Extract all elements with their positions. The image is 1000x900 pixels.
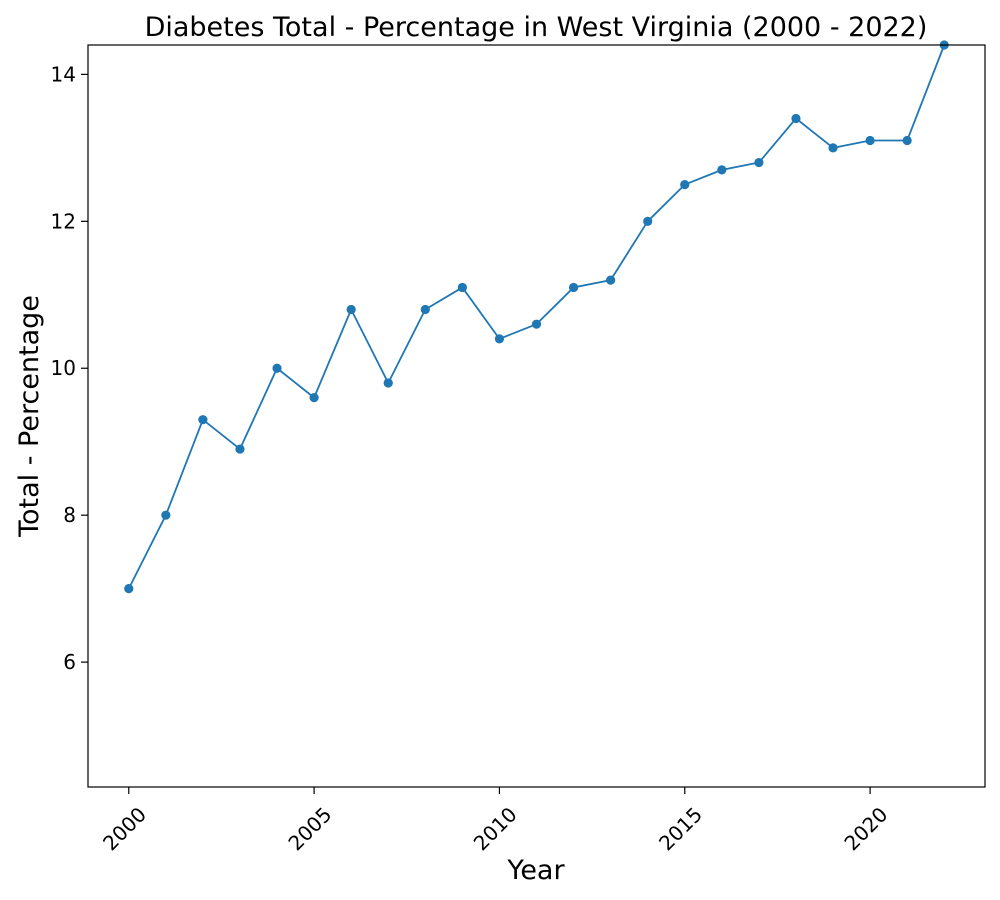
data-point (420, 304, 430, 315)
data-series (124, 40, 949, 594)
data-point (568, 282, 579, 293)
data-point (680, 179, 690, 190)
data-point (717, 165, 727, 175)
data-point (606, 275, 616, 285)
data-point (309, 393, 319, 403)
data-point (828, 143, 838, 153)
data-point (235, 444, 245, 454)
y-tick-label: 6 (63, 650, 76, 674)
data-point (754, 157, 764, 168)
data-point (124, 584, 134, 594)
data-point (272, 363, 282, 373)
x-axis-label: Year (506, 855, 565, 886)
data-point (346, 304, 356, 315)
data-point (902, 135, 912, 146)
y-axis-label: Total - Percentage (14, 295, 45, 538)
data-point (865, 135, 875, 146)
data-point (531, 319, 542, 329)
y-tick-label: 10 (51, 356, 76, 380)
y-tick-label: 14 (51, 62, 76, 86)
chart-title: Diabetes Total - Percentage in West Virg… (145, 12, 928, 43)
y-tick-label: 8 (63, 503, 76, 527)
data-point (791, 113, 801, 124)
data-point (643, 216, 653, 226)
data-point (383, 378, 393, 388)
axes-frame (87, 44, 986, 788)
data-point (457, 282, 467, 293)
data-point (161, 510, 171, 520)
data-point (494, 334, 505, 344)
data-point (198, 415, 208, 425)
y-tick-label: 12 (51, 209, 76, 233)
